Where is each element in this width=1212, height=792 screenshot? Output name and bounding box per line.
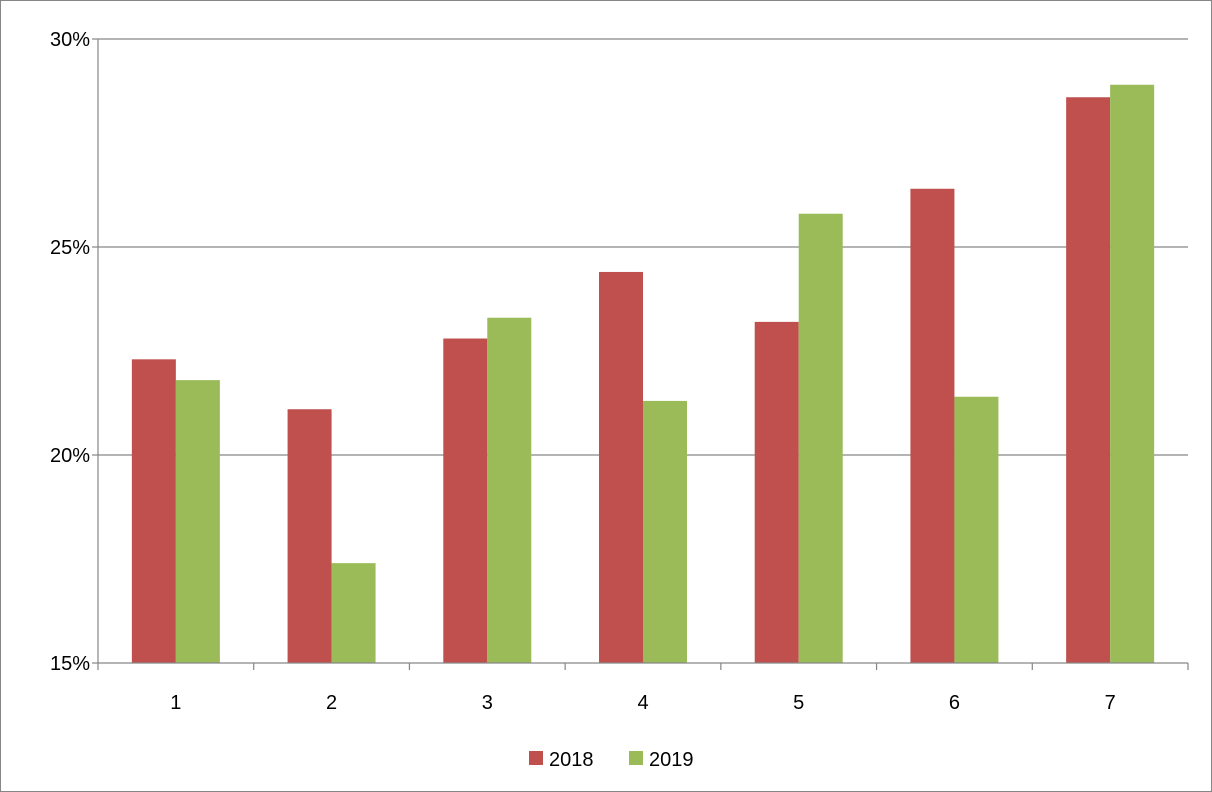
legend: 2018 2019 [529,749,694,771]
x-tick-label: 2 [326,692,337,714]
x-tick-label: 3 [482,692,493,714]
bar-2019-2 [331,563,376,663]
y-tick-label: 15% [50,653,90,675]
bar-2019-7 [1110,84,1155,663]
y-tick-label: 25% [50,237,90,259]
bar-2018-1 [131,359,176,663]
x-tick-labels: 1 2 3 4 5 6 7 [170,692,1115,714]
bar-2018-6 [910,188,955,663]
x-tick-label: 5 [793,692,804,714]
x-tick-label: 7 [1105,692,1116,714]
bar-2019-3 [487,317,532,663]
legend-label-2018: 2018 [549,749,594,771]
x-tick-label: 6 [949,692,960,714]
bars [131,84,1155,664]
bar-2019-1 [175,380,220,663]
bar-2018-5 [754,321,799,663]
bar-2018-2 [287,409,332,663]
legend-label-2019: 2019 [649,749,694,771]
bar-2018-4 [599,271,643,663]
bar-2019-4 [643,400,687,663]
legend-swatch-2019 [629,751,643,765]
x-tick-label: 4 [637,692,648,714]
axes [92,38,1189,670]
y-tick-labels: 15% 20% 25% 30% [50,29,90,675]
y-tick-label: 20% [50,445,90,467]
bar-2019-6 [954,396,999,663]
y-tick-label: 30% [50,29,90,51]
bar-2018-7 [1066,97,1111,664]
legend-swatch-2018 [529,751,543,765]
x-tick-label: 1 [170,692,181,714]
bar-2019-5 [798,213,843,663]
bar-2018-3 [443,338,488,663]
